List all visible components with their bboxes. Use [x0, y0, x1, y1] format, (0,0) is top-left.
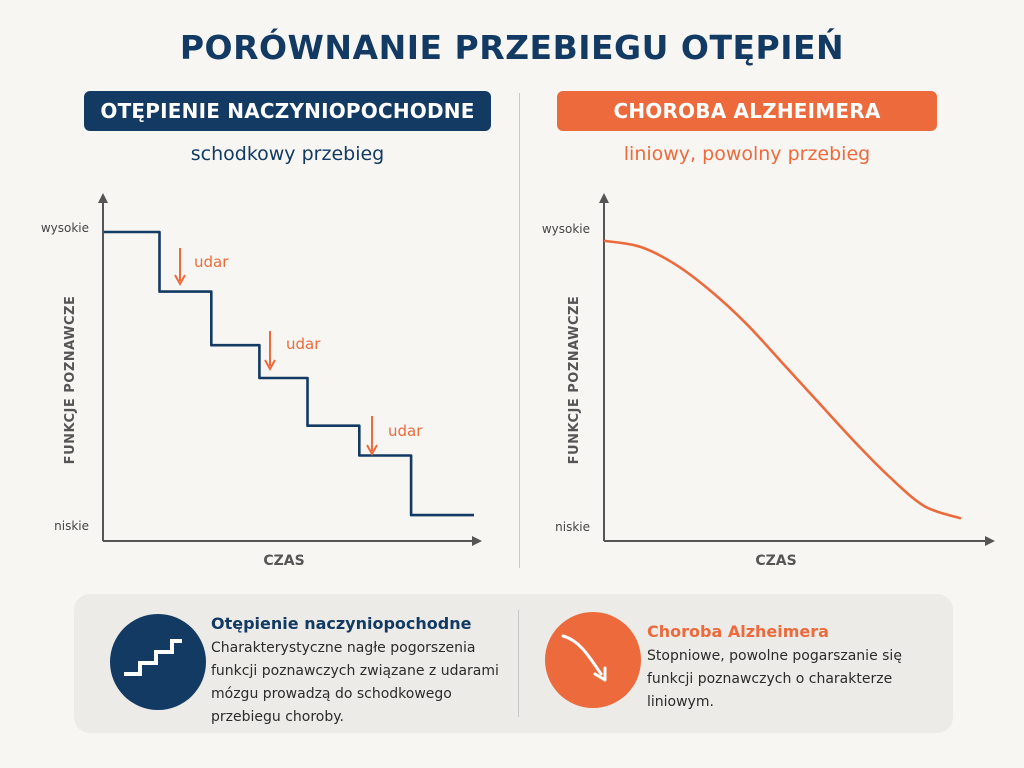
left-y-axis-label: FUNKCJE POZNAWCZE: [63, 296, 78, 465]
stroke-arrow-head-2: [264, 359, 276, 372]
vascular-info-title: Otępienie naczyniopochodne: [211, 614, 472, 633]
info-divider: [518, 610, 519, 717]
info-panel: [74, 594, 953, 733]
stroke-arrow-head-3: [366, 444, 378, 457]
left-y-tick-low: niskie: [54, 519, 89, 533]
left-x-axis-label: CZAS: [263, 553, 304, 569]
vascular-stepwise-line: [104, 230, 474, 517]
right-y-tick-high: wysokie: [542, 222, 590, 236]
page-title: PORÓWNANIE PRZEBIEGU OTĘPIEŃ: [179, 28, 845, 67]
vascular-dementia-label: OTĘPIENIE NACZYNIOPOCHODNE: [84, 91, 491, 131]
stairs-icon: [110, 614, 206, 710]
stroke-label-3: udar: [388, 422, 423, 440]
decline-arrow-icon: [545, 612, 641, 708]
panel-divider: [519, 93, 520, 568]
alzheimer-info-title: Choroba Alzheimera: [647, 622, 829, 641]
stroke-label-1: udar: [194, 253, 229, 271]
stroke-annotation-2: udar: [264, 331, 321, 372]
stroke-arrow-head-1: [174, 274, 186, 287]
alzheimer-subtitle: liniowy, powolny przebieg: [623, 143, 871, 165]
stroke-annotation-3: udar: [366, 416, 423, 457]
stairs-icon-graphic: [124, 639, 182, 676]
vascular-info-text: Charakterystyczne nagłe pogorszenia funk…: [211, 640, 499, 725]
right-y-axis-label: FUNKCJE POZNAWCZE: [567, 296, 582, 465]
right-x-axis-label: CZAS: [755, 553, 796, 569]
vascular-subtitle: schodkowy przebieg: [190, 143, 385, 165]
alzheimer-label: CHOROBA ALZHEIMERA: [557, 91, 937, 131]
left-y-tick-high: wysokie: [41, 221, 89, 235]
comparison-charts: wysokie niskie FUNKCJE POZNAWCZE CZAS ud…: [41, 193, 995, 569]
vascular-dementia-label-text: OTĘPIENIE NACZYNIOPOCHODNE: [100, 99, 475, 123]
stroke-annotation-1: udar: [174, 248, 229, 287]
alzheimer-label-text: CHOROBA ALZHEIMERA: [613, 99, 881, 123]
alzheimer-info-text: Stopniowe, powolne pogarszanie się funkc…: [647, 648, 902, 710]
alzheimer-linear-decline-line: [603, 239, 962, 520]
decline-arrow-icon-graphic: [561, 634, 607, 682]
right-y-tick-low: niskie: [555, 520, 590, 534]
stroke-label-2: udar: [286, 335, 321, 353]
